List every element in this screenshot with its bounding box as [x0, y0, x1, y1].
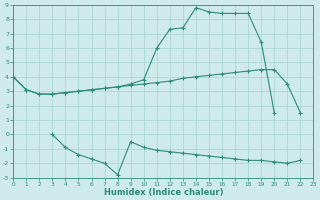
X-axis label: Humidex (Indice chaleur): Humidex (Indice chaleur) [104, 188, 223, 197]
